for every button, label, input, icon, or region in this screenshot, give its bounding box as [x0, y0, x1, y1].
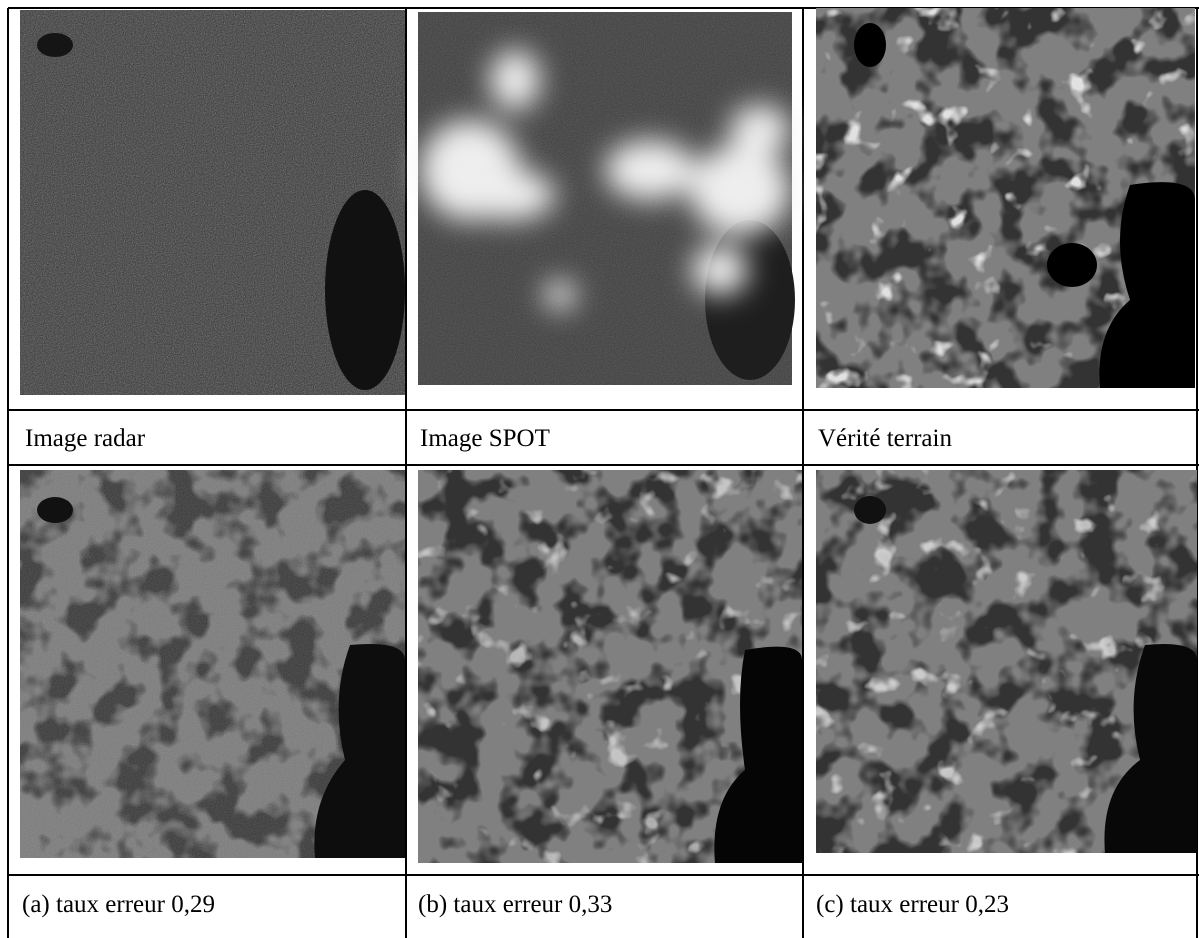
classification-c [816, 470, 1197, 853]
caption: Vérité terrain [818, 425, 952, 452]
caption: (c) taux erreur 0,23 [816, 891, 1009, 918]
figure: Image radar Image SPOT Vérité terrain (a… [0, 0, 1199, 938]
radar-image [20, 10, 405, 395]
caption: Image radar [25, 425, 146, 452]
caption: Image SPOT [420, 425, 550, 452]
classification-a [20, 470, 405, 858]
caption: (b) taux erreur 0,33 [418, 891, 612, 918]
spot-image [418, 12, 795, 385]
ground-truth-image [816, 8, 1195, 388]
classification-b [418, 470, 802, 863]
page: Image radar Image SPOT Vérité terrain (a… [0, 0, 1199, 938]
caption: (a) taux erreur 0,29 [22, 891, 215, 918]
